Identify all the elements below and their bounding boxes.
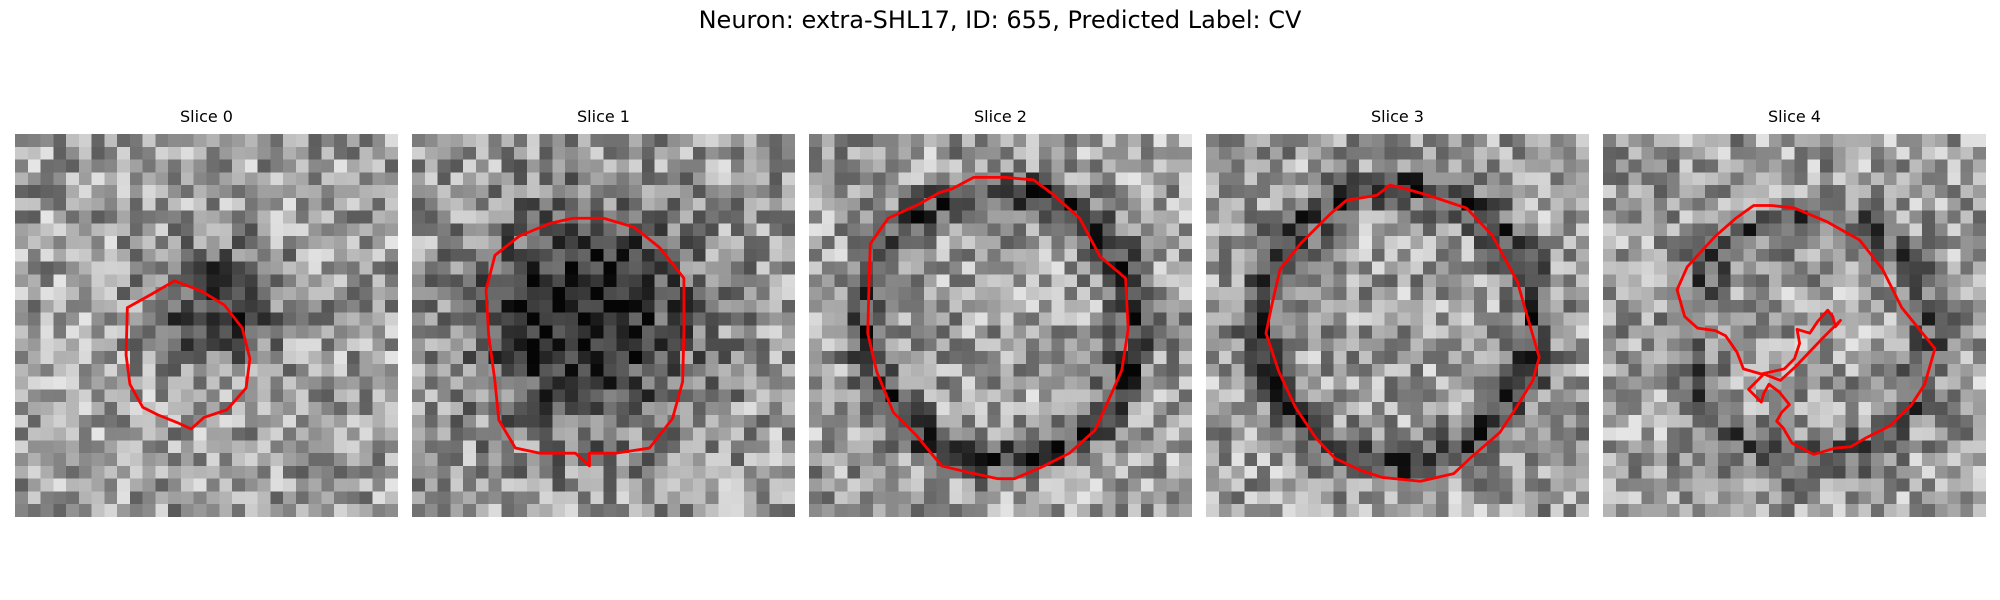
figure-title: Neuron: extra-SHL17, ID: 655, Predicted … xyxy=(698,6,1302,34)
segmentation-contour xyxy=(1264,183,1541,483)
segmentation-contour xyxy=(484,216,686,468)
slice-image xyxy=(1206,134,1589,517)
slice-title: Slice 1 xyxy=(577,107,630,126)
segmentation-contour xyxy=(866,176,1130,481)
slice-title: Slice 4 xyxy=(1768,107,1821,126)
slice-image xyxy=(809,134,1192,517)
slice-title: Slice 3 xyxy=(1371,107,1424,126)
slice-title: Slice 2 xyxy=(974,107,1027,126)
slice-title: Slice 0 xyxy=(180,107,233,126)
slice-image xyxy=(412,134,795,517)
segmentation-contour xyxy=(1675,204,1937,456)
slice-image xyxy=(1603,134,1986,517)
slice-image xyxy=(15,134,398,517)
segmentation-contour xyxy=(124,279,252,431)
